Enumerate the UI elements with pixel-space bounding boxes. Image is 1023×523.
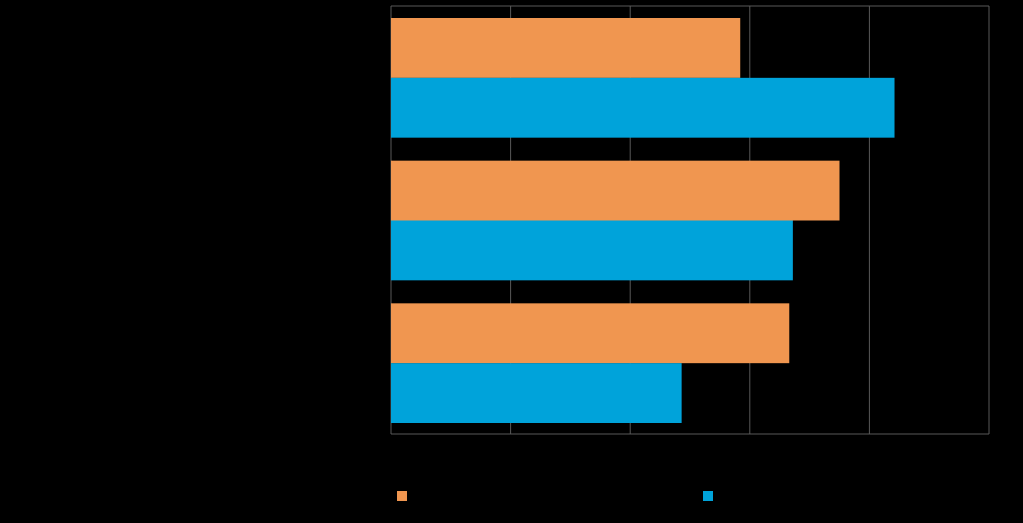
bar xyxy=(391,363,682,423)
bar xyxy=(391,18,741,78)
bar xyxy=(391,160,840,221)
bar xyxy=(391,220,793,281)
bar xyxy=(391,303,790,364)
bar xyxy=(391,77,895,138)
legend-marker xyxy=(703,491,713,501)
legend-marker xyxy=(397,491,407,501)
